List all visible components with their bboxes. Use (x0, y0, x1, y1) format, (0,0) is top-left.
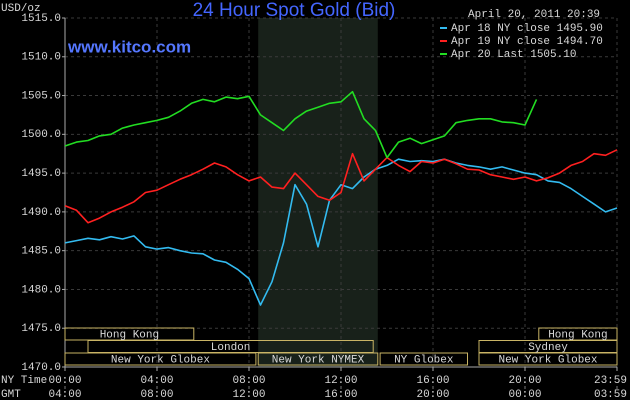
x-tick-label: 12:00 (324, 375, 357, 387)
series-line (64, 158, 618, 306)
y-tick-label: 1510.0 (21, 52, 61, 64)
line-layer (64, 90, 618, 306)
y-tick-label: 1470.0 (21, 362, 61, 374)
legend-entry: Apr 18 NY close 1495.90 (451, 23, 603, 35)
y-tick-label: 1495.0 (21, 168, 61, 180)
label-layer: 24 Hour Spot Gold (Bid) www.kitco.com Ap… (1, 0, 603, 400)
x2-tick-label: 20:00 (416, 389, 449, 400)
chart-title: 24 Hour Spot Gold (Bid) (193, 0, 396, 21)
x2-tick-label: 08:00 (140, 389, 173, 400)
x-tick-label: 08:00 (232, 375, 265, 387)
session-label: NY Globex (394, 354, 454, 366)
x2-axis-label: GMT (1, 389, 21, 400)
session-label: New York Globex (111, 354, 210, 366)
session-label: Hong Kong (548, 329, 607, 341)
legend-entry: Apr 20 Last 1505.10 (451, 49, 576, 61)
session-box (478, 352, 618, 366)
x-tick-label: 00:00 (48, 375, 81, 387)
y-tick-label: 1480.0 (21, 284, 61, 296)
y-tick-label: 1490.0 (21, 207, 61, 219)
session-label: Sydney (528, 342, 568, 354)
session-label: London (211, 342, 251, 354)
x2-tick-label: 03:59 (594, 389, 627, 400)
y-tick-label: 1500.0 (21, 129, 61, 141)
shade-layer (258, 18, 378, 367)
session-box (257, 352, 379, 366)
x2-tick-label: 12:00 (232, 389, 265, 400)
session-shade (258, 18, 378, 367)
timestamp: April 20, 2011 20:39 (468, 9, 600, 21)
series-line (64, 90, 538, 159)
x-tick-label: 23:59 (594, 375, 627, 387)
x2-tick-label: 00:00 (508, 389, 541, 400)
y-axis-label: USD/oz (1, 3, 41, 15)
y-tick-label: 1515.0 (21, 13, 61, 25)
session-box (64, 352, 257, 366)
session-box (379, 352, 469, 366)
x-tick-label: 04:00 (140, 375, 173, 387)
y-tick-label: 1475.0 (21, 323, 61, 335)
x2-tick-label: 16:00 (324, 389, 357, 400)
x-axis-label: NY Time (1, 375, 47, 387)
session-label: New York NYMEX (272, 354, 365, 366)
legend-entry: Apr 19 NY close 1494.70 (451, 36, 603, 48)
x2-tick-label: 04:00 (48, 389, 81, 400)
session-label: New York Globex (498, 354, 597, 366)
x-tick-label: 20:00 (508, 375, 541, 387)
y-tick-label: 1505.0 (21, 90, 61, 102)
y-tick-label: 1485.0 (21, 246, 61, 258)
series-line (64, 149, 618, 224)
x-tick-label: 16:00 (416, 375, 449, 387)
website: www.kitco.com (67, 37, 191, 56)
grid-layer: 1470.0 1475.0 1480.0 1485.0 1490.0 1495.0 1500… (21, 13, 627, 400)
session-label: Hong Kong (100, 329, 159, 341)
